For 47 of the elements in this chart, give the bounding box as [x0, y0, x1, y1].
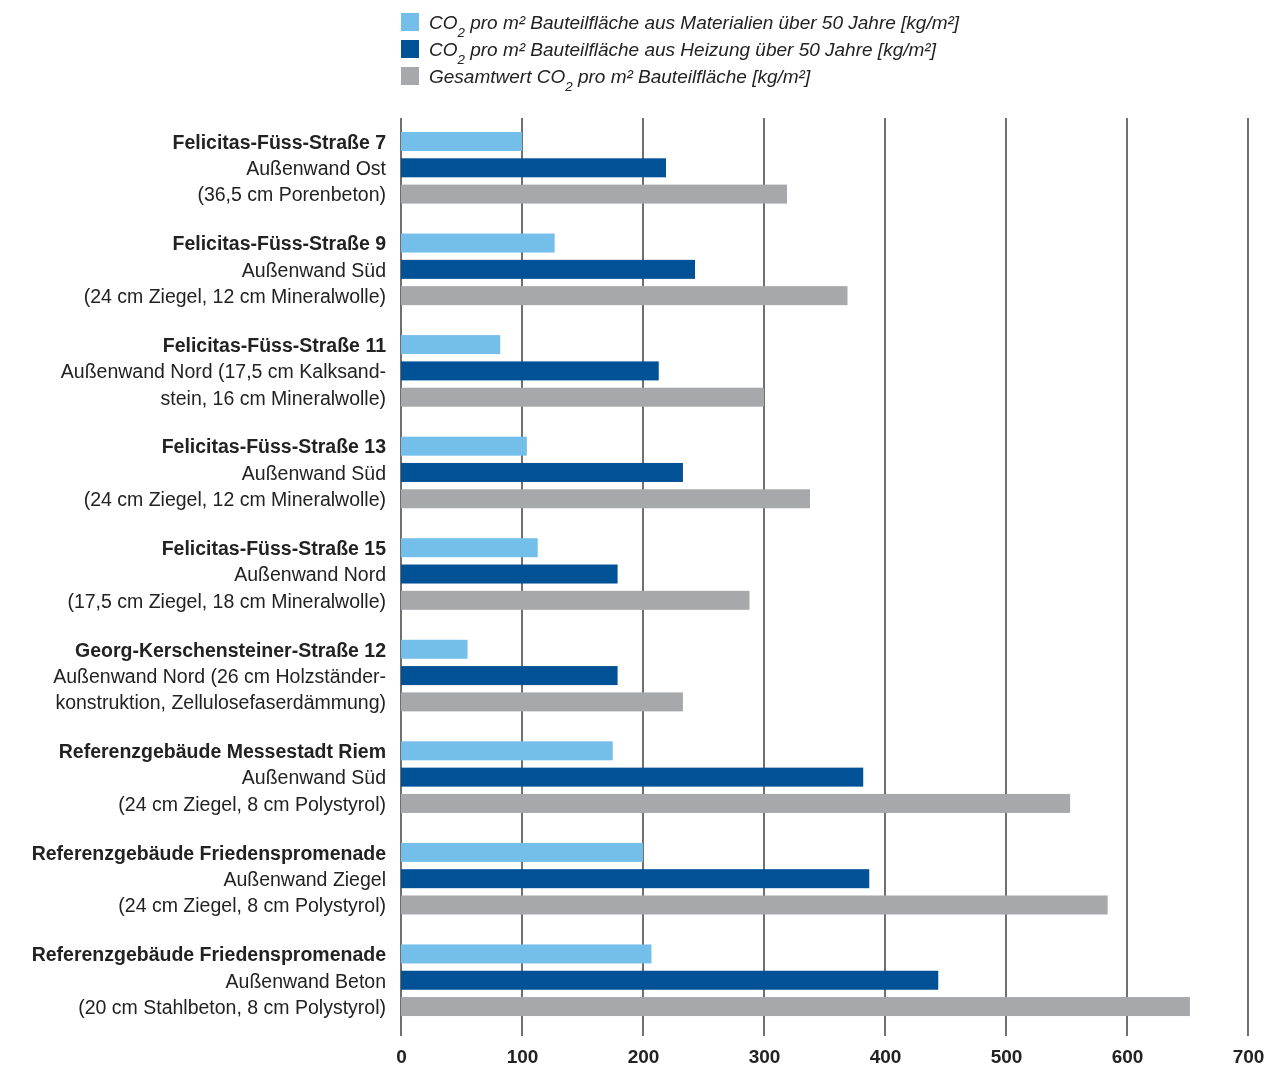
y-tick-label: Felicitas-Füss-Straße 13 Außenwand Süd (24 cm Ziegel, 12 cm Mineralwolle) [83, 435, 387, 511]
bar [401, 387, 764, 407]
bar [401, 158, 666, 178]
bar [401, 233, 555, 253]
bar [401, 361, 659, 381]
legend-label: CO$_{2}$ pro m² Bauteilfläche aus Materialien über 50 Jahre [kg/m²] [429, 11, 960, 40]
y-tick-label: Felicitas-Füss-Straße 7 Außenwand Ost (36,5 cm Porenbeton) [172, 130, 387, 206]
y-tick-label: Felicitas-Füss-Straße 11 Außenwand Nord (17,5 cm Kalksand- stein, 16 cm Mineralwolle) [60, 333, 387, 409]
bar [401, 692, 683, 712]
bar [401, 335, 501, 355]
bar [401, 767, 864, 787]
y-tick-label: Referenzgebäude Messestadt Riem Außenwand Süd (24 cm Ziegel, 8 cm Polystyrol) [58, 740, 386, 815]
bar [401, 869, 870, 889]
bar [401, 286, 848, 306]
x-tick-label: 200 [627, 1046, 660, 1068]
x-tick-label: 100 [506, 1046, 539, 1068]
x-tick-label: 600 [1111, 1046, 1144, 1068]
y-tick-label: Felicitas-Füss-Straße 9 Außenwand Süd (24 cm Ziegel, 12 cm Mineralwolle) [83, 232, 387, 307]
x-tick-label: 700 [1232, 1046, 1265, 1068]
x-tick-label: 500 [990, 1046, 1023, 1068]
bar [401, 462, 683, 482]
bar [401, 538, 538, 558]
bar [401, 842, 643, 862]
bar [401, 895, 1108, 915]
bar [401, 997, 1190, 1017]
y-tick-label: Felicitas-Füss-Straße 15 Außenwand Nord (17,5 cm Ziegel, 18 cm Mineralwolle) [67, 537, 387, 612]
bar [401, 489, 810, 509]
bar [401, 741, 613, 761]
bar [401, 259, 696, 279]
y-tick-label: Referenzgebäude Friedenspromenade Außenwand Beton (20 cm Stahlbeton, 8 cm Polystyrol) [31, 943, 387, 1018]
bar [401, 184, 787, 204]
bar [401, 564, 618, 584]
y-tick-label: Georg-Kerschensteiner-Straße 12 Außenwand Nord (26 cm Holzständer- konstruktion, Zellulosefaserdämmung) [53, 638, 387, 714]
bar [401, 132, 522, 151]
legend-label: CO$_{2}$ pro m² Bauteilfläche aus Heizung über 50 Jahre [kg/m²] [429, 38, 937, 67]
x-tick-label: 300 [748, 1046, 781, 1068]
bar [401, 970, 939, 990]
bar [401, 590, 750, 610]
bar [401, 666, 618, 686]
y-tick-label: Referenzgebäude Friedenspromenade Außenwand Ziegel (24 cm Ziegel, 8 cm Polystyrol) [31, 841, 387, 917]
x-tick-label: 0 [396, 1046, 407, 1068]
bar [401, 436, 527, 456]
legend-label: Gesamtwert CO$_{2}$ pro m² Bauteilfläche [kg/m²] [429, 65, 811, 94]
x-tick-label: 400 [869, 1046, 902, 1068]
bar [401, 793, 1071, 813]
bar [401, 639, 468, 659]
bar [401, 944, 652, 964]
